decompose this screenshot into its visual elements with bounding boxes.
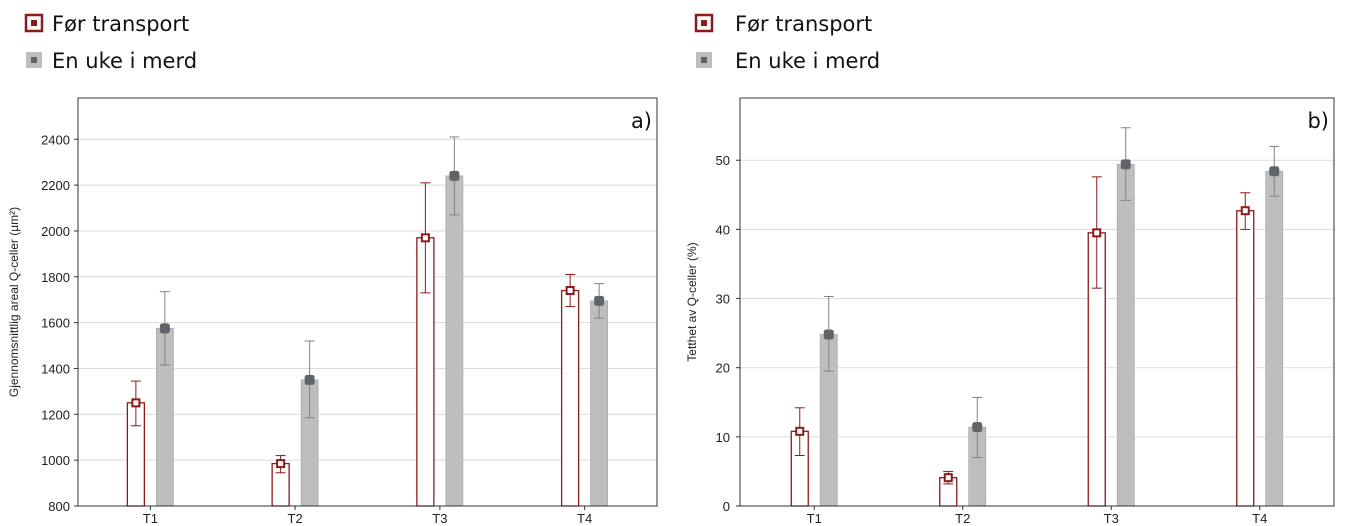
y-tick-label: 0 bbox=[723, 499, 730, 514]
mean-marker bbox=[1120, 159, 1131, 170]
mean-marker bbox=[795, 426, 805, 436]
mean-marker bbox=[823, 329, 834, 340]
y-tick-label: 30 bbox=[716, 292, 730, 307]
mean-marker bbox=[565, 286, 575, 296]
chart-panel-a: Før transport En uke i merd 800 1000 1200 1… bbox=[7, 12, 658, 526]
y-axis-ticks: 800 1000 1200 1400 1600 1800 2000 2200 2400 bbox=[41, 132, 78, 514]
y-tick-label: 1000 bbox=[41, 453, 70, 468]
y-tick-label: 1600 bbox=[41, 316, 70, 331]
y-tick-label: 1200 bbox=[41, 407, 70, 422]
chart-panel-b: Før transport En uke i merd 01020304050 … bbox=[685, 12, 1335, 526]
mean-marker bbox=[1092, 228, 1102, 238]
x-tick-label: T1 bbox=[807, 511, 822, 526]
plot-frame bbox=[739, 97, 1335, 507]
mean-marker bbox=[159, 323, 170, 334]
mean-marker bbox=[1269, 166, 1280, 177]
y-tick-label: 800 bbox=[48, 499, 70, 514]
y-tick-label: 2000 bbox=[41, 224, 70, 239]
legend-marker-before-dot bbox=[701, 20, 707, 26]
panel-label-b: b) bbox=[1307, 109, 1329, 133]
gridlines bbox=[740, 159, 1334, 438]
y-tick-label: 50 bbox=[716, 153, 730, 168]
legend: Før transport En uke i merd bbox=[24, 12, 197, 73]
legend-label-before: Før transport bbox=[52, 12, 189, 36]
x-tick-label: T4 bbox=[577, 511, 592, 526]
legend-label-before: Før transport bbox=[735, 12, 872, 36]
legend-marker-after-dot bbox=[701, 57, 707, 63]
x-axis-ticks: T1 T2 T3 T4 bbox=[143, 506, 592, 526]
y-tick-label: 40 bbox=[716, 222, 730, 237]
legend-marker-after-dot bbox=[31, 57, 37, 63]
y-tick-label: 1400 bbox=[41, 361, 70, 376]
x-tick-label: T1 bbox=[143, 511, 158, 526]
legend-label-after: En uke i merd bbox=[735, 49, 880, 73]
mean-marker bbox=[304, 374, 315, 385]
mean-marker bbox=[420, 233, 430, 243]
y-axis-ticks: 0 10 20 30 40 50 bbox=[716, 153, 740, 514]
mean-marker bbox=[131, 398, 141, 408]
x-tick-label: T2 bbox=[955, 511, 970, 526]
bars bbox=[126, 136, 609, 507]
x-axis-ticks: T1 T2 T3 T4 bbox=[807, 506, 1267, 526]
x-tick-label: T3 bbox=[1104, 511, 1119, 526]
bar-after-T4 bbox=[590, 300, 609, 507]
x-tick-label: T3 bbox=[432, 511, 447, 526]
mean-marker bbox=[449, 170, 460, 181]
y-tick-label: 2200 bbox=[41, 178, 70, 193]
gridlines bbox=[78, 138, 657, 461]
bar-before-T4 bbox=[1236, 210, 1255, 507]
y-axis-title-a: Gjennomsnittlig areal Q-celler (µm²) bbox=[7, 207, 21, 397]
bar-after-T3 bbox=[1116, 163, 1135, 507]
legend-label-after: En uke i merd bbox=[52, 49, 197, 73]
y-tick-label: 10 bbox=[716, 430, 730, 445]
legend-marker-before-dot bbox=[31, 20, 37, 26]
bar-after-T3 bbox=[445, 175, 464, 507]
mean-marker bbox=[594, 295, 605, 306]
plot-frame bbox=[77, 97, 658, 507]
y-axis-title-b: Tetthet av Q-celler (%) bbox=[685, 242, 699, 361]
y-tick-label: 2400 bbox=[41, 132, 70, 147]
bar-after-T4 bbox=[1265, 170, 1284, 507]
x-tick-label: T2 bbox=[288, 511, 303, 526]
mean-marker bbox=[276, 459, 286, 469]
legend: Før transport En uke i merd bbox=[694, 12, 880, 73]
mean-marker bbox=[972, 422, 983, 433]
x-tick-label: T4 bbox=[1252, 511, 1267, 526]
y-tick-label: 1800 bbox=[41, 270, 70, 285]
bar-before-T4 bbox=[560, 289, 580, 507]
bars bbox=[790, 127, 1284, 507]
y-tick-label: 20 bbox=[716, 361, 730, 376]
mean-marker bbox=[1240, 206, 1250, 216]
mean-marker bbox=[943, 473, 953, 483]
panel-label-a: a) bbox=[631, 109, 652, 133]
